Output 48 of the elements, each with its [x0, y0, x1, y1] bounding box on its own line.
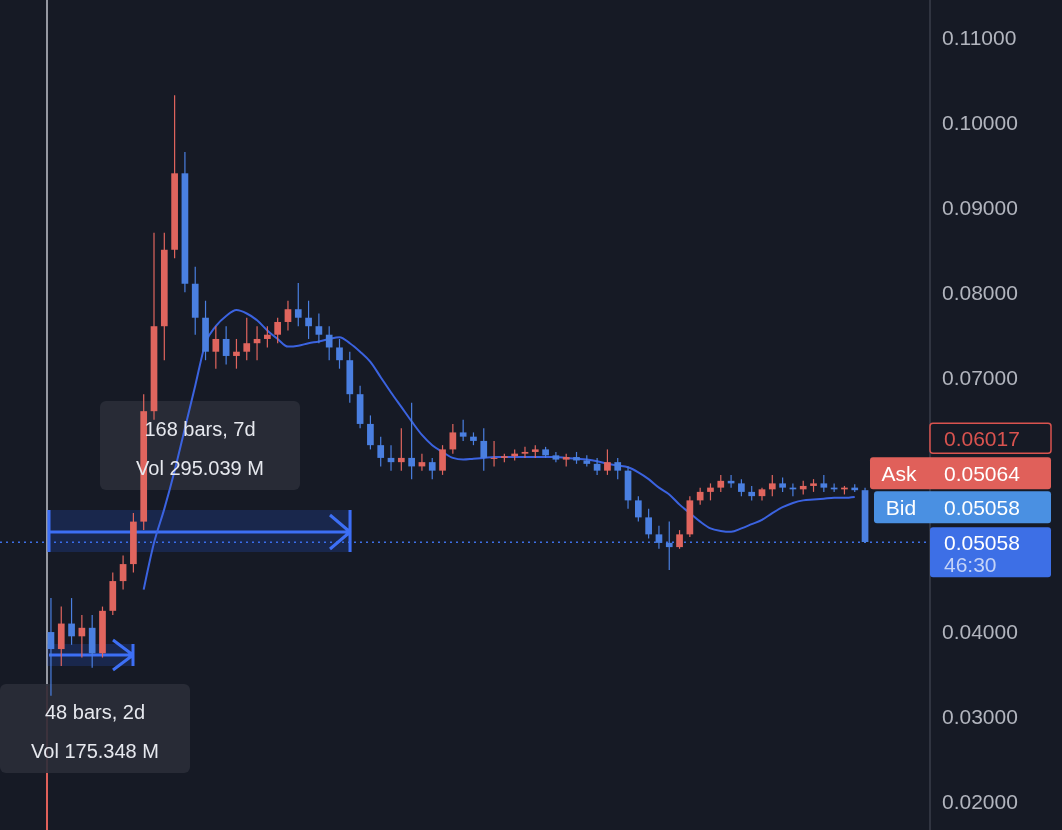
y-tick-label: 0.08000	[942, 280, 1018, 304]
y-tick-label: 0.02000	[942, 790, 1018, 814]
candlestick	[428, 457, 436, 480]
text: 0.06017	[944, 426, 1020, 450]
y-tick-label: 0.07000	[942, 365, 1018, 389]
candlestick	[315, 312, 323, 344]
candlestick	[665, 521, 673, 571]
candlestick	[655, 525, 663, 550]
candlestick	[284, 300, 292, 332]
candlestick	[645, 508, 652, 540]
candlestick	[377, 436, 385, 467]
candlestick	[408, 402, 415, 480]
candlestick	[68, 597, 75, 646]
y-tick-label: 0.09000	[942, 195, 1018, 219]
candlestick	[397, 427, 405, 472]
candlestick	[274, 317, 282, 344]
candlestick	[305, 300, 312, 340]
candlestick	[676, 529, 683, 550]
y-tick-label: 0.04000	[942, 620, 1018, 644]
candlestick	[521, 446, 529, 459]
candlestick	[439, 444, 446, 476]
candlestick	[604, 448, 611, 476]
text: Bid	[885, 495, 917, 519]
text: 0.05064	[944, 461, 1021, 485]
y-tick-label: 0.03000	[942, 705, 1018, 729]
candlestick	[325, 325, 333, 361]
candlestick	[336, 338, 343, 370]
text: Ask	[881, 461, 917, 485]
candlestick	[233, 338, 240, 370]
candlestick	[768, 474, 776, 497]
candlestick	[367, 414, 374, 451]
text: 0.05058	[944, 530, 1020, 554]
text: 0.05058	[944, 495, 1020, 519]
candlestick	[294, 282, 302, 327]
candlestick	[243, 317, 251, 361]
candlestick	[449, 423, 457, 455]
text: 46:30	[944, 552, 997, 576]
y-tick-label: 0.10000	[942, 110, 1018, 134]
candlestick	[634, 495, 642, 523]
candlestick	[264, 325, 271, 349]
candlestick	[459, 419, 467, 442]
y-tick-label: 0.11000	[942, 25, 1017, 49]
annotation: Vol 175.348 M	[31, 740, 159, 762]
candlestick	[593, 457, 601, 476]
candlestick	[212, 325, 220, 370]
candlestick	[614, 457, 622, 480]
annotation: 48 bars, 2d	[44, 701, 146, 723]
candlestick	[480, 427, 488, 472]
